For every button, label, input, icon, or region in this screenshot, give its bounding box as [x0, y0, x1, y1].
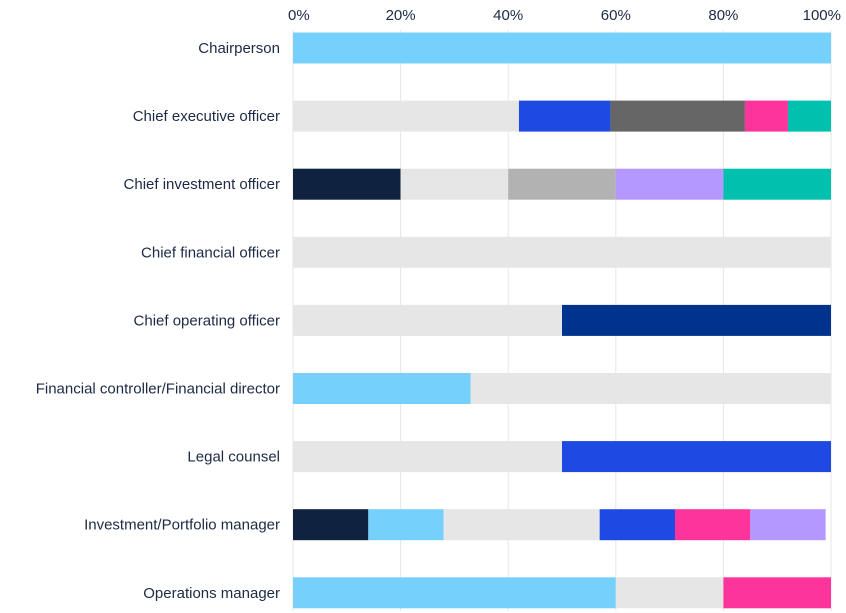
- bar-segment: [610, 100, 745, 132]
- bar-segment: [562, 441, 831, 473]
- bar-segment: [750, 509, 826, 541]
- bar-segment: [293, 509, 369, 541]
- bar-segment: [615, 577, 724, 609]
- x-axis-ticks: 0% 20% 40% 60% 80% 100%: [288, 7, 841, 24]
- bar-segment: [674, 509, 751, 541]
- bar-segment: [368, 509, 444, 541]
- bar-segment: [293, 304, 562, 336]
- x-tick-label: 20%: [386, 7, 416, 24]
- bar-segment: [723, 168, 831, 200]
- category-labels: Chairperson Chief executive officer Chief …: [36, 40, 280, 602]
- bar-segment: [443, 509, 600, 541]
- bar-segment: [293, 236, 831, 268]
- x-tick-label: 60%: [601, 7, 631, 24]
- bar-segment: [744, 100, 788, 132]
- category-label: Chairperson: [198, 40, 280, 57]
- category-label: Operations manager: [143, 585, 280, 602]
- bar-segment: [293, 32, 831, 64]
- bar-segment: [518, 100, 611, 132]
- bar-segment: [599, 509, 675, 541]
- bar-segment: [400, 168, 509, 200]
- bar-segment: [615, 168, 724, 200]
- bar-segment: [787, 100, 831, 132]
- bar-segment: [293, 373, 471, 404]
- bar-segment: [293, 577, 616, 609]
- category-label: Chief investment officer: [124, 176, 280, 193]
- category-label: Chief operating officer: [134, 312, 280, 329]
- bar-segment: [293, 100, 519, 132]
- bar-segment: [508, 168, 616, 200]
- bar-segment: [293, 168, 401, 200]
- category-label: Legal counsel: [187, 449, 280, 466]
- bar-segment: [470, 373, 831, 404]
- category-label: Chief financial officer: [141, 244, 280, 261]
- bars: [293, 32, 831, 609]
- category-label: Investment/Portfolio manager: [84, 517, 280, 534]
- bar-segment: [562, 304, 831, 336]
- x-tick-label: 80%: [708, 7, 738, 24]
- x-tick-label: 100%: [803, 7, 841, 24]
- category-label: Chief executive officer: [133, 108, 280, 125]
- x-tick-label: 40%: [493, 7, 523, 24]
- bar-segment: [723, 577, 831, 609]
- bar-segment: [293, 441, 562, 473]
- x-tick-label: 0%: [288, 7, 310, 24]
- category-label: Financial controller/Financial director: [36, 381, 280, 398]
